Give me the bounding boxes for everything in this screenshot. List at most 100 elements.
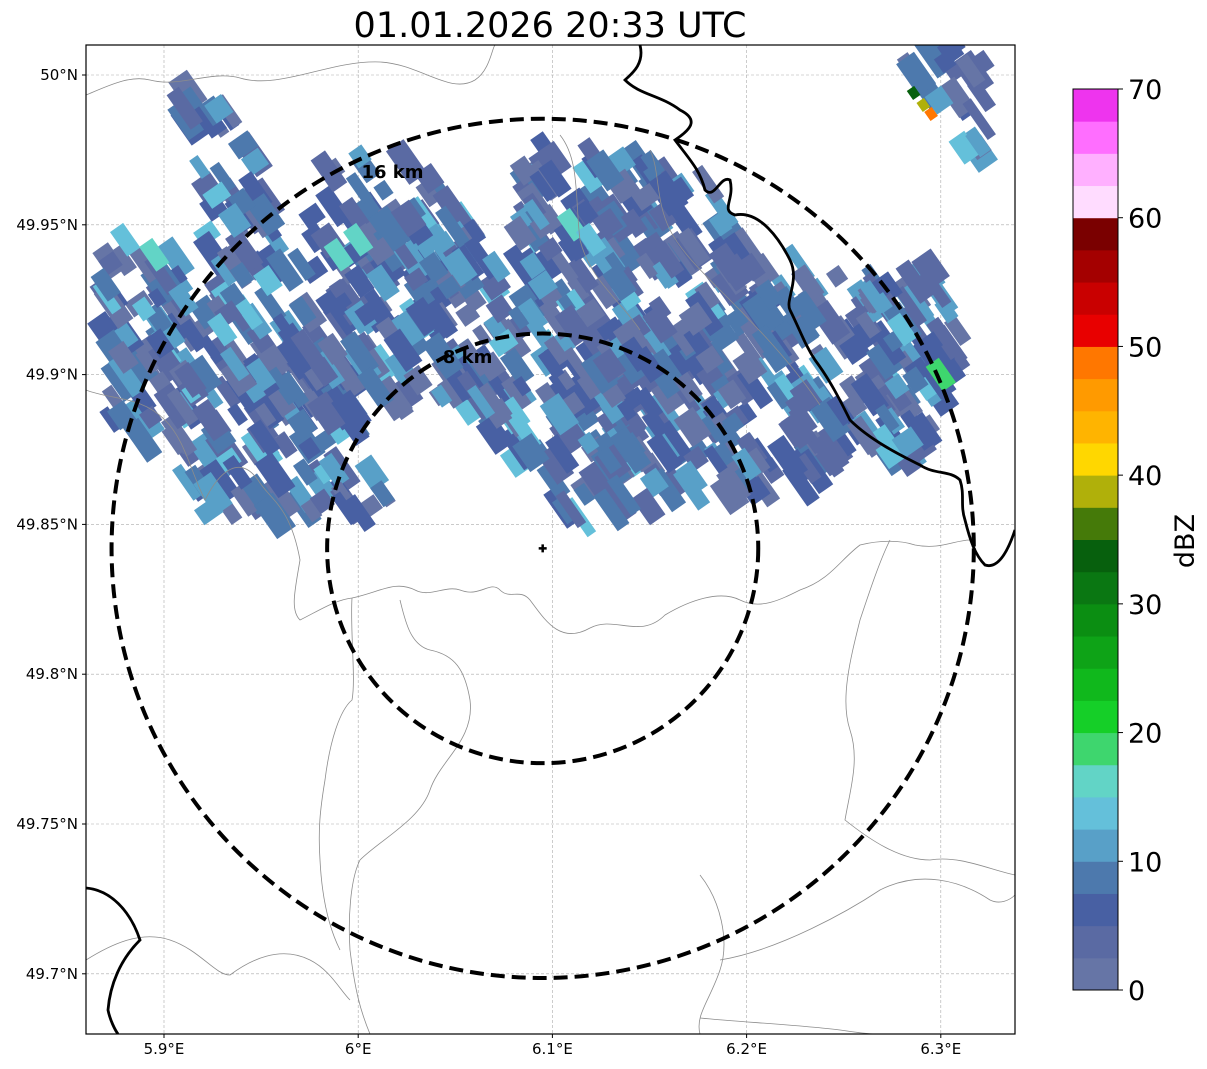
- precip-cell: [512, 432, 550, 473]
- precip-cell: [866, 340, 904, 381]
- precip-cell: [716, 465, 751, 505]
- precip-cell: [751, 324, 791, 370]
- precip-cell: [488, 328, 519, 358]
- precip-cell: [943, 314, 972, 347]
- precip-cell: [183, 354, 223, 397]
- precip-cell: [592, 347, 627, 384]
- precip-cell: [596, 411, 617, 433]
- admin-border-line: [698, 874, 725, 1034]
- lat-tick-label: 49.8°N: [26, 665, 78, 683]
- precip-cell: [108, 244, 137, 277]
- precip-cell: [676, 227, 711, 267]
- precip-cell: [123, 417, 163, 463]
- precip-cell: [394, 243, 418, 270]
- precip-cell: [315, 289, 341, 316]
- precip-cell: [646, 432, 683, 474]
- precip-cell: [652, 259, 679, 289]
- precip-cell: [418, 251, 449, 284]
- precip-cell: [810, 396, 852, 443]
- colorbar-tick-label: 70: [1128, 75, 1162, 106]
- precip-cell: [574, 199, 599, 226]
- admin-border-line: [559, 134, 641, 331]
- national-border-line: [86, 886, 142, 1034]
- admin-border-line: [719, 878, 1015, 961]
- precip-cell: [390, 199, 427, 238]
- precip-cell: [896, 51, 937, 96]
- precip-cell: [580, 352, 619, 395]
- precip-cell: [536, 461, 571, 501]
- colorbar-swatch: [1073, 571, 1118, 605]
- precip-cell: [442, 247, 478, 287]
- precip-cell: [537, 349, 565, 380]
- precip-cell: [174, 432, 198, 457]
- precip-cell: [197, 458, 241, 506]
- map-area[interactable]: 8 km 16 km: [85, 28, 1016, 1035]
- colorbar-swatch: [1073, 89, 1118, 122]
- precip-cell: [859, 279, 890, 315]
- precip-cell: [593, 208, 624, 239]
- precip-cell: [651, 241, 685, 279]
- precip-cell: [139, 237, 170, 272]
- colorbar-swatch: [1073, 796, 1118, 830]
- precip-cell: [620, 208, 648, 238]
- precip-cell: [519, 252, 546, 280]
- precip-cell: [586, 149, 625, 192]
- precip-cell: [537, 236, 563, 262]
- precip-cell: [229, 261, 255, 289]
- precip-cell: [383, 328, 423, 373]
- precip-cell: [227, 130, 259, 160]
- admin-border-line: [318, 597, 354, 951]
- precip-cell: [156, 236, 195, 280]
- precip-cell: [602, 263, 637, 302]
- precip-cell: [286, 408, 318, 441]
- admin-border-line: [739, 539, 971, 605]
- precip-cell: [387, 374, 424, 412]
- precip-cell: [110, 222, 141, 257]
- colorbar-swatch: [1073, 957, 1118, 991]
- colorbar-tick-label: 10: [1128, 847, 1162, 878]
- precip-cell: [911, 248, 950, 290]
- precip-cell: [891, 426, 924, 459]
- precip-cell: [202, 181, 232, 209]
- precip-cell: [360, 494, 383, 517]
- precip-cell: [188, 430, 224, 468]
- precip-cell: [298, 436, 321, 461]
- precip-cell: [962, 98, 996, 140]
- precip-cell: [790, 290, 827, 332]
- precip-cell: [366, 264, 397, 298]
- admin-border-line: [348, 599, 471, 1034]
- precip-cell: [646, 170, 689, 217]
- admin-border-line: [844, 539, 1015, 876]
- precip-cell: [640, 149, 665, 178]
- admin-border-line: [86, 389, 741, 634]
- colorbar-swatch: [1073, 314, 1118, 347]
- precip-cell: [290, 328, 326, 371]
- colorbar: 0 10 20 30 40 50 60 70 dBZ: [1072, 75, 1201, 1007]
- precip-cell: [365, 236, 395, 266]
- precip-cell: [114, 322, 139, 349]
- precip-cell: [648, 201, 677, 232]
- precip-cell: [273, 432, 298, 459]
- colorbar-tick-label: 50: [1128, 332, 1162, 363]
- precip-cell: [344, 419, 370, 446]
- colorbar-swatch: [1073, 925, 1118, 959]
- precip-cell: [266, 366, 299, 406]
- colorbar-swatch: [1073, 346, 1118, 380]
- precip-cell: [475, 414, 514, 455]
- radar-echoes: [87, 45, 998, 540]
- radar-site-marker: [538, 544, 547, 553]
- precip-cell: [222, 455, 253, 490]
- precip-cell: [916, 97, 931, 113]
- precip-cell: [343, 222, 374, 257]
- precip-cell: [562, 346, 591, 380]
- colorbar-swatch: [1073, 539, 1118, 573]
- colorbar-swatches: [1073, 89, 1118, 991]
- precip-cell: [437, 275, 462, 300]
- precip-cell: [135, 347, 160, 376]
- precip-cell: [245, 357, 277, 392]
- colorbar-swatch: [1073, 121, 1118, 154]
- precip-cell: [631, 487, 666, 526]
- colorbar-frame: [1072, 88, 1119, 991]
- colorbar-tick-label: 40: [1128, 461, 1162, 492]
